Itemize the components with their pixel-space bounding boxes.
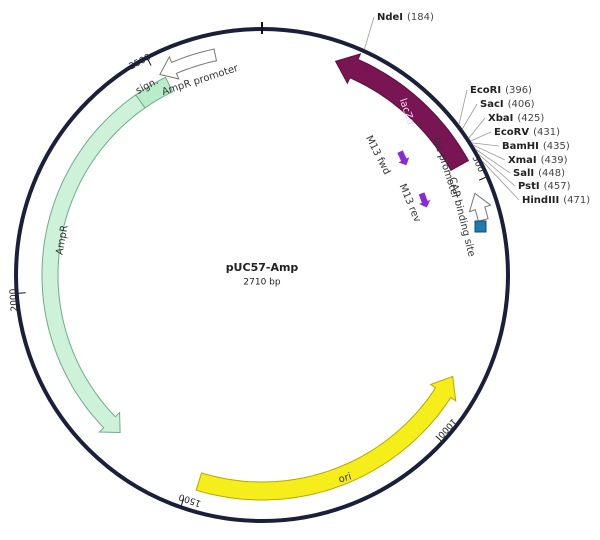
site-label: SalI (448) [513, 168, 565, 179]
plasmid-size: 2710 bp [243, 278, 280, 288]
feature-arrow [195, 375, 457, 501]
site-leader [471, 142, 500, 147]
site-leader [478, 153, 516, 187]
tick-label: 2500 [128, 53, 153, 73]
tick-mark [180, 498, 185, 506]
feature-label: M13 rev [397, 182, 423, 224]
site-position: (425) [517, 113, 544, 124]
site-name: EcoRV [494, 127, 529, 138]
signal-seg [135, 76, 174, 109]
site-name: BamHI [502, 141, 539, 152]
site-name: XbaI [488, 113, 513, 124]
site-label: HindIII (471) [522, 195, 590, 206]
feature-label: AmpR [54, 224, 70, 255]
site-label: XmaI (439) [508, 155, 568, 166]
site-label: SacI (406) [480, 99, 535, 110]
site-position: (439) [541, 155, 568, 166]
site-name: NdeI [377, 12, 403, 23]
site-name: SalI [513, 168, 534, 179]
feature-label: ori [337, 471, 353, 485]
site-position: (396) [505, 85, 532, 96]
site-label: EcoRI (396) [470, 85, 532, 96]
site-leader [458, 89, 468, 125]
cap-site [474, 220, 487, 233]
site-leader [462, 103, 478, 130]
site-name: SacI [480, 99, 504, 110]
site-leader [364, 16, 375, 50]
site-leader [468, 117, 486, 139]
feature-label: CAP binding site [446, 176, 476, 258]
tick-label: 2000 [9, 288, 21, 312]
tick-label: 1000 [435, 416, 458, 440]
primer-arrow [418, 192, 431, 208]
site-name: HindIII [522, 195, 559, 206]
site-leader [470, 131, 492, 142]
tick-mark [478, 176, 486, 181]
site-name: EcoRI [470, 85, 501, 96]
site-position: (406) [508, 99, 535, 110]
site-position: (471) [563, 195, 590, 206]
feature-arrow [334, 53, 470, 171]
tick-mark [147, 59, 152, 66]
site-leader [473, 144, 506, 161]
site-name: XmaI [508, 155, 537, 166]
site-position: (435) [543, 141, 570, 152]
backbone [14, 27, 510, 523]
feature-arrow [41, 94, 146, 434]
plasmid-name: pUC57-Amp [226, 261, 299, 274]
site-label: XbaI (425) [488, 113, 544, 124]
site-label: NdeI (184) [377, 12, 434, 23]
site-label: BamHI (435) [502, 141, 570, 152]
site-name: PstI [518, 181, 540, 192]
site-label: EcoRV (431) [494, 127, 560, 138]
site-position: (184) [407, 12, 434, 23]
tick-mark [435, 435, 442, 442]
site-position: (431) [533, 127, 560, 138]
feature-arrow [159, 48, 218, 80]
site-leader [481, 160, 520, 201]
site-position: (457) [544, 181, 571, 192]
site-position: (448) [538, 168, 565, 179]
feature-arrow [468, 192, 492, 222]
tick-mark [18, 292, 26, 294]
site-label: PstI (457) [518, 181, 571, 192]
primer-arrow [397, 150, 410, 166]
feature-label: M13 fwd [363, 134, 392, 177]
site-leader [475, 149, 511, 174]
